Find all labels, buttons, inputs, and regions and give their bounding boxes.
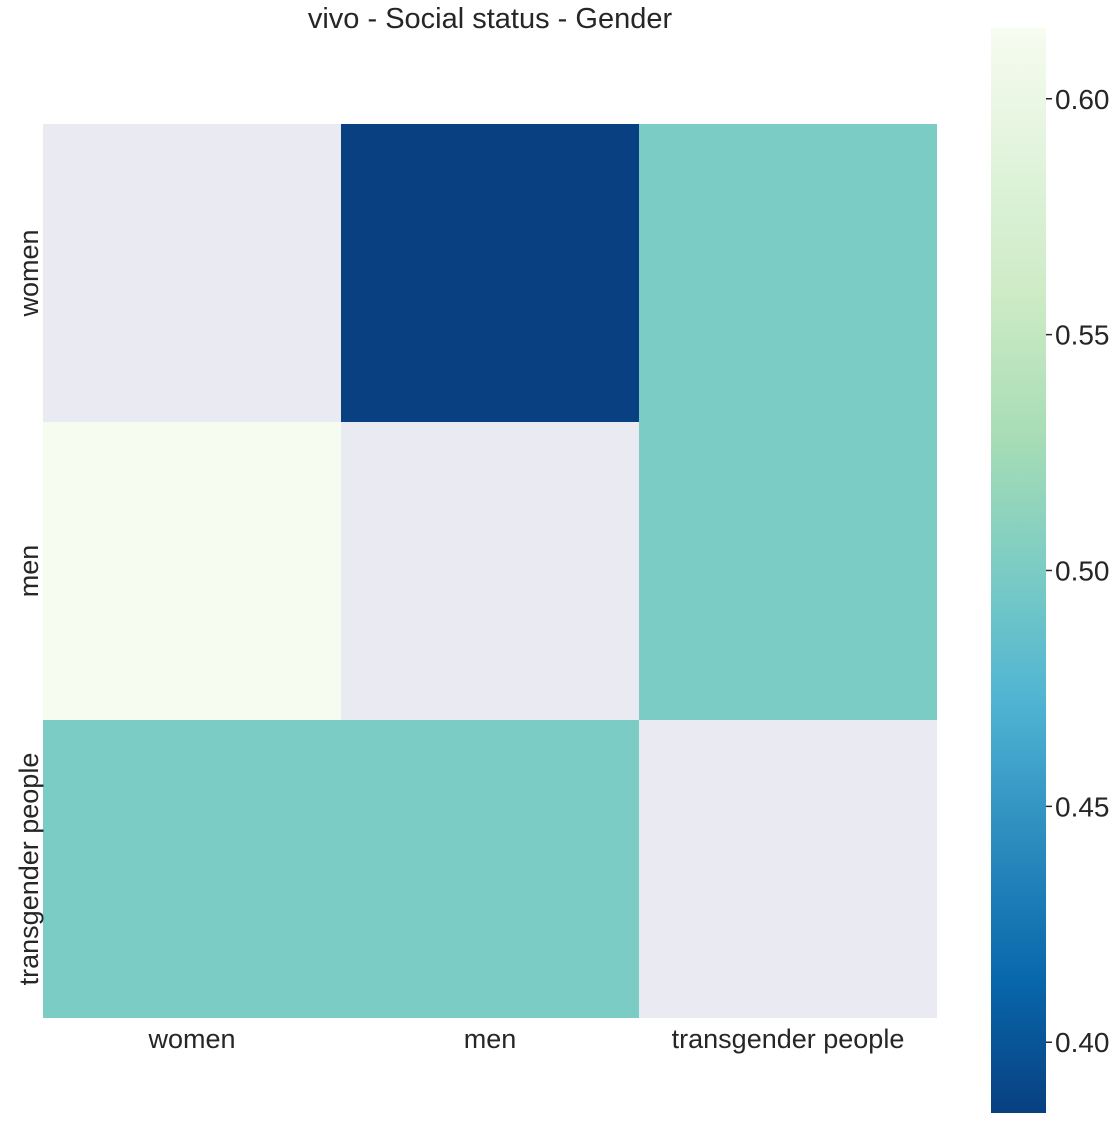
y-tick-labels: women men transgender people: [14, 229, 44, 985]
colorbar-tick-label: 0.55: [1055, 320, 1110, 351]
y-tick-label: transgender people: [14, 753, 44, 986]
colorbar-tick-label: 0.50: [1055, 556, 1110, 587]
heatmap-cell: [341, 720, 639, 1018]
heatmap-cell: [43, 720, 341, 1018]
x-tick-label: women: [147, 1024, 235, 1054]
chart-title: vivo - Social status - Gender: [308, 3, 673, 35]
colorbar-tick-label: 0.60: [1055, 84, 1110, 115]
heatmap-cell: [639, 124, 937, 422]
heatmap-cell: [341, 124, 639, 422]
y-tick-label: men: [14, 545, 44, 598]
x-tick-label: men: [464, 1024, 517, 1054]
heatmap-cell: [43, 124, 341, 422]
x-tick-labels: women men transgender people: [147, 1024, 904, 1054]
heatmap-cells: [43, 124, 937, 1018]
colorbar-tick-label: 0.45: [1055, 791, 1110, 822]
colorbar-tick-label: 0.40: [1055, 1027, 1110, 1058]
colorbar: [991, 28, 1046, 1113]
heatmap-cell: [639, 422, 937, 720]
x-tick-label: transgender people: [672, 1024, 905, 1054]
heatmap-cell: [341, 422, 639, 720]
heatmap-cell: [43, 422, 341, 720]
y-tick-label: women: [14, 229, 44, 317]
heatmap-cell: [639, 720, 937, 1018]
colorbar-ticks: 0.40 0.45 0.50 0.55 0.60: [1046, 84, 1110, 1058]
